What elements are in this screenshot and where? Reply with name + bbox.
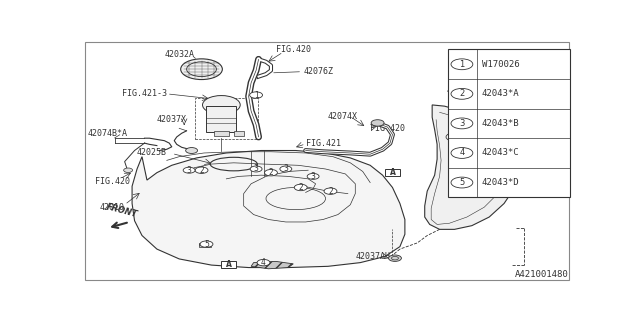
Text: 42025B: 42025B — [137, 148, 167, 157]
Text: 1: 1 — [253, 91, 259, 100]
Circle shape — [124, 168, 132, 172]
FancyBboxPatch shape — [234, 131, 244, 136]
Circle shape — [451, 59, 473, 70]
Text: FIG.420: FIG.420 — [276, 45, 311, 54]
Text: 42037AH: 42037AH — [355, 252, 390, 261]
Polygon shape — [251, 261, 293, 269]
Text: FRONT: FRONT — [106, 203, 139, 220]
Text: 3: 3 — [310, 172, 316, 181]
Text: 1: 1 — [460, 60, 465, 69]
FancyBboxPatch shape — [385, 170, 400, 176]
FancyBboxPatch shape — [207, 106, 236, 132]
Circle shape — [294, 184, 307, 191]
Circle shape — [200, 241, 213, 247]
FancyBboxPatch shape — [221, 261, 236, 268]
Circle shape — [202, 96, 240, 114]
Text: 42043*D: 42043*D — [482, 178, 520, 187]
Text: 42074X: 42074X — [328, 111, 358, 121]
Text: 2: 2 — [452, 132, 457, 141]
Circle shape — [250, 92, 262, 98]
Circle shape — [446, 133, 463, 141]
Circle shape — [186, 148, 198, 154]
Text: 42054: 42054 — [447, 86, 472, 95]
Text: FIG.421-3: FIG.421-3 — [122, 89, 167, 98]
Circle shape — [183, 167, 195, 173]
Text: 3: 3 — [253, 164, 259, 173]
Text: 2: 2 — [199, 166, 204, 175]
Text: 42043*A: 42043*A — [482, 89, 520, 98]
Text: 5: 5 — [204, 240, 209, 249]
Circle shape — [388, 255, 401, 261]
Text: A: A — [226, 260, 232, 269]
Text: 42074B*A: 42074B*A — [88, 129, 127, 138]
FancyBboxPatch shape — [214, 131, 229, 136]
Circle shape — [195, 167, 208, 173]
Circle shape — [451, 148, 473, 158]
Polygon shape — [132, 150, 405, 268]
Text: A421001480: A421001480 — [515, 270, 568, 279]
Polygon shape — [425, 105, 519, 229]
Text: 2: 2 — [460, 163, 464, 172]
Text: 42037X: 42037X — [157, 115, 187, 124]
Circle shape — [280, 166, 292, 172]
Text: 4: 4 — [261, 258, 266, 267]
Circle shape — [250, 166, 262, 172]
Circle shape — [371, 120, 384, 126]
Text: 2: 2 — [269, 168, 273, 177]
Text: FIG.420: FIG.420 — [370, 124, 405, 133]
Text: W170026: W170026 — [482, 60, 520, 69]
Text: 3: 3 — [284, 164, 288, 173]
Text: 2: 2 — [298, 183, 303, 192]
Text: 2: 2 — [460, 89, 465, 98]
Circle shape — [257, 260, 270, 266]
Circle shape — [451, 88, 473, 99]
Circle shape — [451, 177, 473, 188]
Text: 4: 4 — [460, 148, 465, 157]
Text: FIG.421: FIG.421 — [306, 139, 340, 148]
Text: 42076Z: 42076Z — [303, 67, 333, 76]
Text: A: A — [390, 168, 396, 177]
Circle shape — [180, 59, 222, 80]
Text: 42043*C: 42043*C — [482, 148, 520, 157]
Text: 2: 2 — [328, 187, 333, 196]
Text: FIG.420: FIG.420 — [95, 177, 130, 186]
Text: 42032A: 42032A — [164, 50, 195, 59]
Circle shape — [454, 164, 470, 172]
Circle shape — [264, 170, 277, 176]
Bar — [448, 50, 570, 197]
Text: 42010: 42010 — [100, 203, 125, 212]
Text: 5: 5 — [460, 178, 465, 187]
Text: 42043*B: 42043*B — [482, 119, 520, 128]
Circle shape — [451, 118, 473, 129]
FancyBboxPatch shape — [199, 243, 211, 247]
Circle shape — [307, 173, 319, 179]
Text: 3: 3 — [187, 166, 191, 175]
Text: 3: 3 — [460, 119, 465, 128]
Circle shape — [324, 188, 337, 194]
